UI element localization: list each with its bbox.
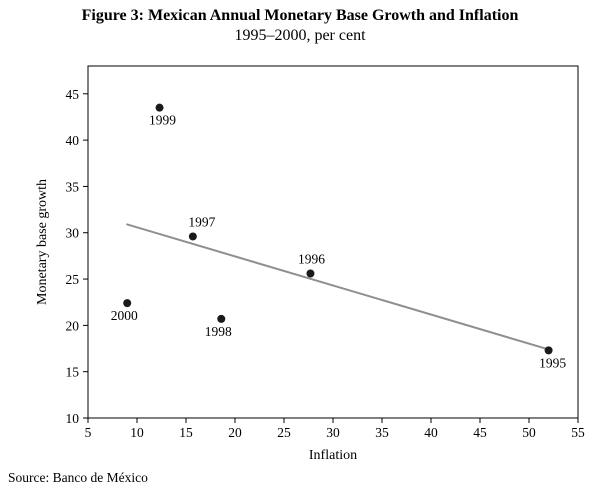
trend-line [126, 223, 550, 351]
figure-title: Figure 3: Mexican Annual Monetary Base G… [81, 7, 519, 24]
data-point-label-1996: 1996 [298, 251, 325, 266]
x-tick-label: 30 [326, 425, 340, 440]
figure-subtitle: 1995–2000, per cent [234, 27, 366, 45]
y-tick-label: 35 [66, 179, 80, 194]
y-tick-label: 45 [66, 87, 80, 102]
x-tick-label: 20 [228, 425, 242, 440]
x-tick-label: 50 [522, 425, 536, 440]
y-tick-label: 25 [66, 272, 80, 287]
data-point-1995 [544, 346, 553, 355]
x-tick-label: 15 [179, 425, 193, 440]
data-point-1996 [306, 269, 315, 278]
data-point-1999 [155, 103, 164, 112]
x-axis-label: Inflation [309, 448, 357, 463]
y-tick-label: 15 [66, 364, 80, 379]
data-point-label-2000: 2000 [111, 308, 138, 323]
x-tick-label: 10 [130, 425, 144, 440]
y-axis-label: Monetary base growth [35, 179, 50, 305]
data-point-label-1998: 1998 [205, 324, 232, 339]
y-tick-label: 20 [66, 318, 80, 333]
data-point-2000 [123, 298, 132, 307]
data-point-1997 [188, 232, 197, 241]
data-point-1998 [217, 314, 226, 323]
data-point-label-1997: 1997 [188, 214, 215, 229]
x-tick-label: 40 [424, 425, 438, 440]
data-point-label-1999: 1999 [149, 112, 176, 127]
chart-area: 5 10 15 20 25 30 35 40 45 50 55 10 15 20 25 30 35 40 45 199… [0, 48, 600, 468]
x-tick-label: 35 [375, 425, 389, 440]
scatter-chart-canvas: 5 10 15 20 25 30 35 40 45 50 55 10 15 20 25 30 35 40 45 199… [35, 65, 585, 463]
x-tick-label: 5 [85, 425, 92, 440]
y-tick-label: 10 [66, 411, 80, 426]
x-tick-label: 55 [571, 425, 585, 440]
data-point-label-1995: 1995 [539, 355, 566, 370]
x-tick-label: 25 [277, 425, 291, 440]
y-tick-label: 40 [66, 133, 80, 148]
source-note: Source: Banco de México [8, 469, 148, 485]
x-tick-label: 45 [473, 425, 487, 440]
y-tick-label: 30 [66, 226, 80, 241]
